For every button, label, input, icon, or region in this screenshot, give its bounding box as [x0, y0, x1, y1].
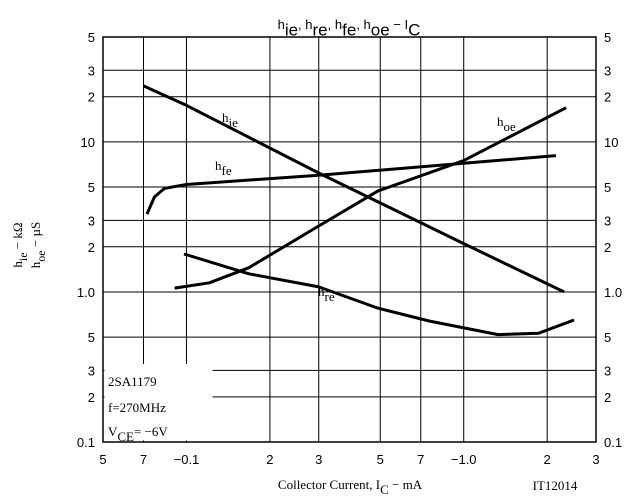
y-tick-label-right: 3 [604, 213, 611, 228]
series-label: hfe [215, 158, 232, 178]
y-tick-label: 5 [88, 180, 95, 195]
y-tick-label-right: 1.0 [604, 285, 622, 300]
y-tick-label-right: 10 [604, 135, 618, 150]
y-tick-label-right: 5 [604, 330, 611, 345]
chart-title-part: ie [285, 21, 298, 40]
chart-title-part: h [278, 17, 285, 32]
x-tick-label: 7 [417, 452, 424, 467]
chart-title: hie, hre, hfe, hoe − IC [278, 17, 421, 40]
annotation: VCE= −6V [108, 424, 168, 444]
y-tick-label-right: 5 [604, 180, 611, 195]
series-line [174, 106, 567, 290]
x-tick-label: 5 [377, 452, 384, 467]
x-tick-label: −0.1 [174, 452, 200, 467]
y-axis-label-part: ie [16, 252, 30, 261]
plot-frame [102, 36, 597, 443]
y-axis-label-part: h [28, 261, 43, 268]
y-tick-label-right: 3 [604, 63, 611, 78]
chart-title-part: re [313, 21, 328, 40]
x-tick-label: 2 [266, 452, 273, 467]
x-axis-label-part: − mA [389, 477, 423, 492]
annotation-part: CE [117, 429, 134, 444]
y-axis-label-part: h [10, 261, 25, 268]
y-axis-label: hie − kΩ [10, 222, 30, 267]
chart-title-part: fe [342, 21, 356, 40]
series-line [183, 252, 575, 337]
y-tick-label: 0.1 [77, 435, 95, 450]
annotation: f=270MHz [108, 400, 166, 415]
series-label: hie [222, 110, 238, 130]
x-axis-label: Collector Current, IC − mA [278, 477, 423, 497]
x-tick-label: 3 [592, 452, 599, 467]
series-label-part: h [215, 158, 222, 173]
y-tick-label: 2 [88, 390, 95, 405]
y-tick-label: 2 [88, 90, 95, 105]
y-tick-label-right: 5 [604, 30, 611, 45]
y-axis-label-part: − µS [28, 222, 43, 251]
inset-background [104, 364, 213, 441]
y-axis-label-part: − kΩ [10, 222, 25, 252]
x-tick-label: 5 [99, 452, 106, 467]
series-label-part: ie [229, 115, 239, 130]
annotation: 2SA1179 [108, 374, 157, 389]
series-label: hre [318, 284, 335, 304]
y-tick-label-right: 0.1 [604, 435, 622, 450]
y-tick-label-right: 2 [604, 90, 611, 105]
chart-title-part: , h [356, 17, 370, 32]
series-line [142, 84, 565, 294]
y-tick-label: 5 [88, 30, 95, 45]
y-tick-label: 5 [88, 330, 95, 345]
series-label-part: re [325, 289, 335, 304]
y-tick-label-right: 2 [604, 240, 611, 255]
x-tick-label: 2 [544, 452, 551, 467]
y-tick-label-right: 3 [604, 363, 611, 378]
series-label-part: h [318, 284, 325, 299]
annotation-part: V [108, 424, 118, 439]
figure-code: IT12014 [533, 478, 578, 493]
x-tick-label: −1.0 [451, 452, 477, 467]
x-axis-label-part: Collector Current, I [278, 477, 380, 492]
series-label-part: h [222, 110, 229, 125]
series-label: hoe [497, 114, 516, 134]
chart-title-part: , h [328, 17, 342, 32]
chart-title-part: , h [298, 17, 312, 32]
y-tick-label: 3 [88, 63, 95, 78]
annotation-part: = −6V [134, 424, 168, 439]
y-tick-label: 2 [88, 240, 95, 255]
y-axis-label: hoe − µS [28, 222, 48, 268]
x-tick-label: 7 [140, 452, 147, 467]
y-tick-label: 3 [88, 363, 95, 378]
y-tick-label: 1.0 [77, 285, 95, 300]
x-axis-label-part: C [380, 482, 389, 497]
y-axis-label-part: oe [34, 250, 48, 261]
chart-title-part: C [408, 21, 420, 40]
chart-title-part: oe [371, 21, 390, 40]
series-label-part: fe [222, 163, 232, 178]
y-tick-label: 3 [88, 213, 95, 228]
series-line [145, 154, 557, 215]
series-label-part: oe [504, 119, 517, 134]
series-label-part: h [497, 114, 504, 129]
x-tick-label: 3 [315, 452, 322, 467]
chart-title-part: − I [390, 17, 408, 32]
y-tick-label-right: 2 [604, 390, 611, 405]
y-tick-label: 10 [81, 135, 95, 150]
